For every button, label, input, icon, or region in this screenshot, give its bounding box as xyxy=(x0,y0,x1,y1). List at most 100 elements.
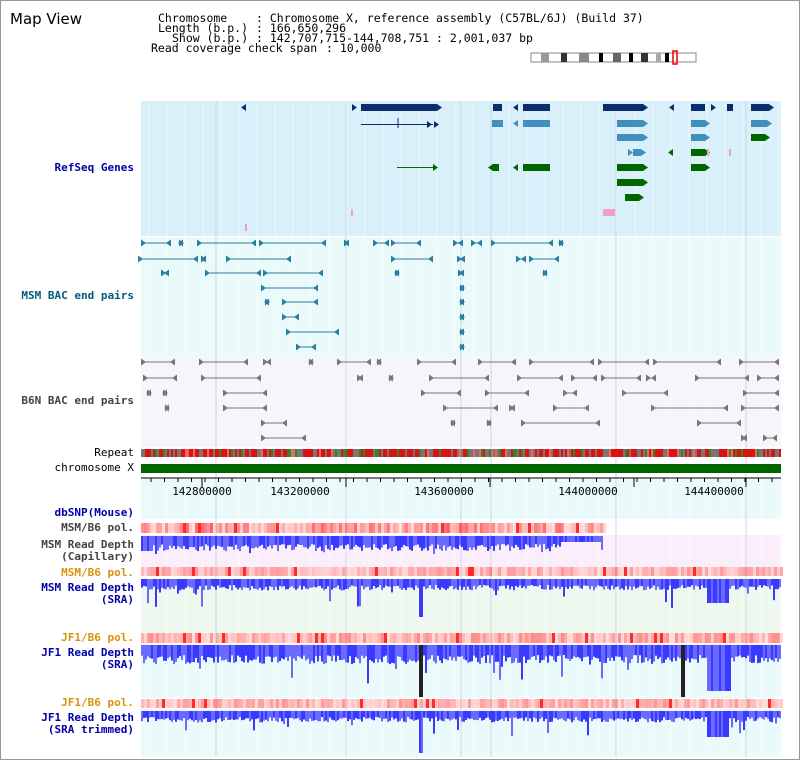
bac-end xyxy=(459,284,464,292)
read-depth-bar xyxy=(257,711,259,719)
track-label-b6n-bac[interactable]: B6N BAC end pairs xyxy=(21,394,134,407)
repeat-element xyxy=(251,449,253,457)
bac-end xyxy=(459,269,464,277)
read-depth-bar xyxy=(265,711,267,720)
polymorphism-cell xyxy=(546,699,549,708)
polymorphism-cell xyxy=(402,699,405,708)
polymorphism-cell xyxy=(621,567,624,576)
polymorphism-cell xyxy=(456,523,459,533)
polymorphism-cell xyxy=(669,567,672,576)
track-label-jf1-b6-pol-2[interactable]: JF1/B6 pol. xyxy=(61,696,134,709)
track-label-jf1-b6-pol-1[interactable]: JF1/B6 pol. xyxy=(61,631,134,644)
polymorphism-cell xyxy=(177,523,180,533)
read-depth-bar xyxy=(277,579,279,590)
track-label-msm-b6-pol-2[interactable]: MSM/B6 pol. xyxy=(61,566,134,579)
gene-block xyxy=(617,104,643,111)
repeat-element xyxy=(277,449,279,457)
read-depth-bar xyxy=(447,579,449,589)
repeat-element xyxy=(289,449,291,457)
read-depth-bar xyxy=(471,579,473,591)
track-label-dbsnp[interactable]: dbSNP(Mouse) xyxy=(54,506,134,519)
polymorphism-cell xyxy=(225,567,228,576)
bac-end xyxy=(161,269,166,277)
polymorphism-cell xyxy=(612,633,615,643)
polymorphism-cell xyxy=(573,523,576,533)
read-depth-bar xyxy=(467,579,469,587)
read-depth-bar xyxy=(719,645,721,691)
read-depth-bar xyxy=(653,579,655,586)
bac-end xyxy=(460,255,465,263)
repeat-element xyxy=(733,449,735,457)
read-depth-bar xyxy=(489,536,491,550)
read-depth-bar xyxy=(707,711,709,737)
read-depth-bar xyxy=(335,579,337,588)
track-label-jf1-depth-sra[interactable]: JF1 Read Depth xyxy=(41,646,134,659)
repeat-element xyxy=(257,449,259,457)
polymorphism-cell xyxy=(336,567,339,576)
polymorphism-cell xyxy=(405,699,408,708)
polymorphism-cell xyxy=(564,523,567,533)
read-depth-bar xyxy=(509,579,511,590)
track-label-repeat[interactable]: Repeat xyxy=(94,446,134,459)
repeat-element xyxy=(779,449,781,457)
polymorphism-cell xyxy=(375,699,378,708)
read-depth-bar xyxy=(373,645,375,663)
read-depth-bar xyxy=(171,536,173,549)
repeat-element xyxy=(769,449,771,457)
polymorphism-cell xyxy=(642,633,645,643)
read-depth-bar xyxy=(757,579,759,587)
read-depth-bar xyxy=(713,645,715,691)
read-depth-bar xyxy=(219,579,221,588)
track-label-msm-depth-sra[interactable]: MSM Read Depth xyxy=(41,581,134,594)
repeat-element xyxy=(657,449,659,457)
read-depth-bar xyxy=(717,645,719,691)
track-label-refseq[interactable]: RefSeq Genes xyxy=(54,161,134,174)
read-depth-bar xyxy=(351,536,353,550)
repeat-element xyxy=(751,449,753,457)
read-depth-bar xyxy=(359,579,361,607)
read-depth-bar xyxy=(503,579,505,586)
repeat-element xyxy=(149,449,151,457)
read-depth-bar xyxy=(501,645,503,667)
read-depth-bar xyxy=(569,645,571,661)
polymorphism-cell xyxy=(441,567,444,576)
read-depth-bar xyxy=(187,536,189,550)
read-depth-bar xyxy=(497,536,499,545)
polymorphism-cell xyxy=(429,523,432,533)
track-label-msm-b6-pol-1[interactable]: MSM/B6 pol. xyxy=(61,521,134,534)
polymorphism-cell xyxy=(522,567,525,576)
track-label-jf1-depth-trim[interactable]: JF1 Read Depth xyxy=(41,711,134,724)
polymorphism-cell xyxy=(390,523,393,533)
polymorphism-cell xyxy=(420,523,423,533)
polymorphism-cell xyxy=(471,699,474,708)
polymorphism-cell xyxy=(441,699,444,708)
polymorphism-cell xyxy=(528,633,531,643)
read-depth-bar xyxy=(729,579,731,589)
bac-end xyxy=(223,404,228,412)
read-depth-bar xyxy=(583,645,585,658)
gene-arrow xyxy=(488,164,493,171)
repeat-element xyxy=(197,449,199,457)
repeat-element xyxy=(357,449,359,457)
read-depth-bar xyxy=(383,711,385,720)
polymorphism-cell xyxy=(597,523,600,533)
polymorphism-cell xyxy=(378,523,381,533)
track-label-msm-bac[interactable]: MSM BAC end pairs xyxy=(21,289,134,302)
track-label-msm-depth-cap[interactable]: MSM Read Depth xyxy=(41,538,134,551)
repeat-element xyxy=(303,449,305,457)
read-depth-bar xyxy=(339,579,341,590)
read-depth-bar xyxy=(237,579,239,590)
read-depth-bar xyxy=(423,711,425,718)
read-depth-bar xyxy=(383,645,385,657)
read-depth-bar xyxy=(187,711,189,721)
read-depth-bar xyxy=(689,579,691,587)
repeat-element xyxy=(507,449,509,457)
track-label-jf1-depth-sra-sub: (SRA) xyxy=(100,658,134,671)
read-depth-bar xyxy=(197,711,199,723)
polymorphism-cell xyxy=(333,523,336,533)
gene-block xyxy=(523,164,550,171)
polymorphism-cell xyxy=(750,567,753,576)
polymorphism-cell xyxy=(408,699,411,708)
polymorphism-cell xyxy=(408,523,411,533)
